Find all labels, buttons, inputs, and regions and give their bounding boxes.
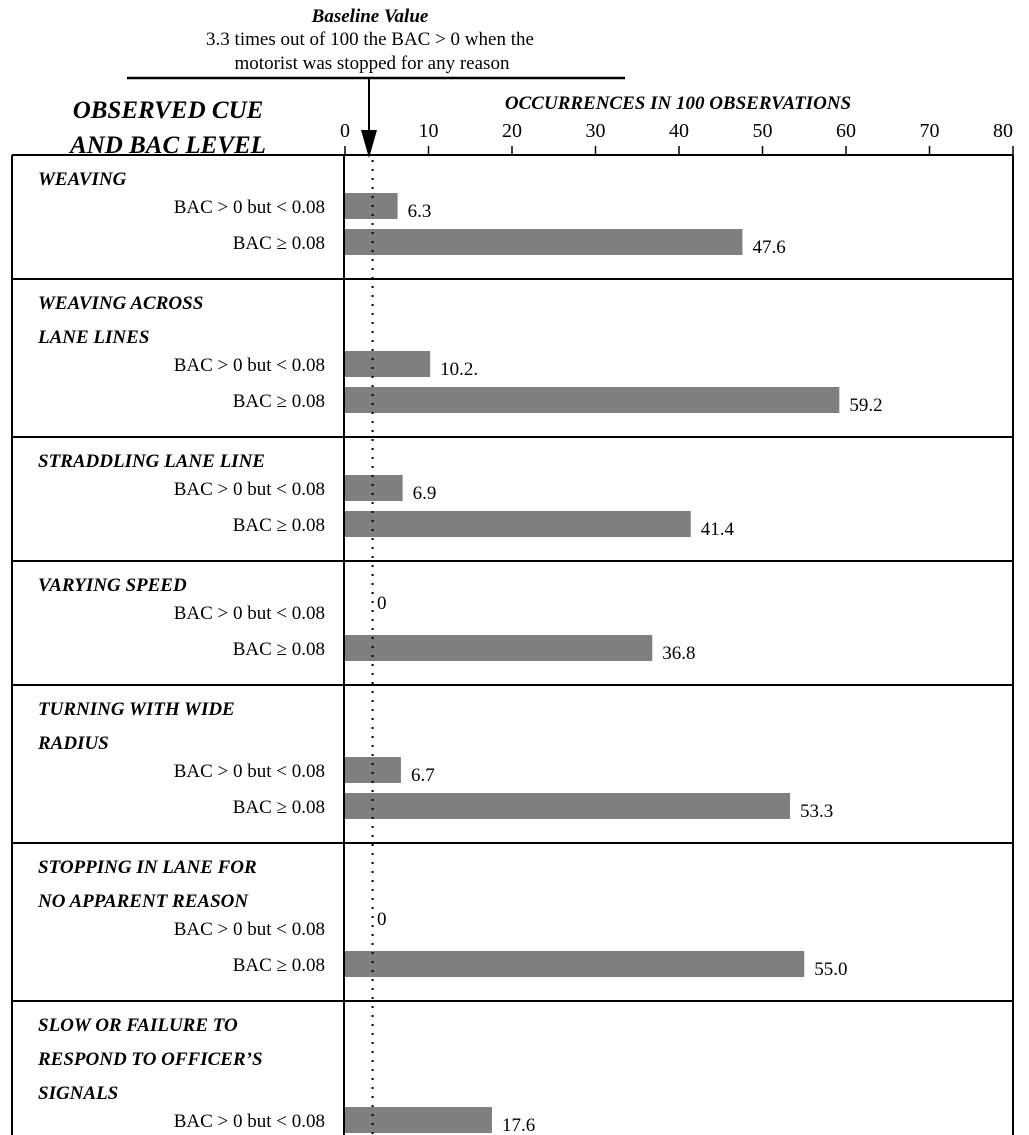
bac-level-label: BAC > 0 but < 0.08 [174, 355, 325, 376]
cue-title: LANE LINES [37, 327, 149, 348]
x-axis-title: OCCURRENCES IN 100 OBSERVATIONS [505, 93, 851, 114]
baseline-title: Baseline Value [311, 6, 429, 27]
bac-level-label: BAC > 0 but < 0.08 [174, 603, 325, 624]
bar-value-label: 6.7 [411, 765, 435, 786]
bar [345, 475, 403, 501]
bar-value-label: 6.9 [413, 483, 437, 504]
bac-level-label: BAC > 0 but < 0.08 [174, 761, 325, 782]
bar [345, 1107, 492, 1133]
baseline-desc-line2: motorist was stopped for any reason [235, 53, 510, 74]
bac-level-label: BAC ≥ 0.08 [233, 233, 325, 254]
bar [345, 351, 431, 377]
bar [345, 229, 743, 255]
x-tick-label: 40 [669, 120, 689, 142]
cue-title: WEAVING ACROSS [38, 293, 203, 314]
bar [345, 387, 840, 413]
x-axis-ticks: 0 10 20 30 40 50 60 70 80 [340, 120, 1014, 155]
cue-title: VARYING SPEED [38, 575, 187, 596]
bac-level-label: BAC ≥ 0.08 [233, 797, 325, 818]
x-tick-label: 20 [502, 120, 522, 142]
cue-group: WEAVING BAC > 0 but < 0.08 6.3 BAC ≥ 0.08 47… [12, 169, 1013, 280]
chart-frame [11, 154, 1014, 1135]
x-tick-label: 80 [993, 120, 1013, 142]
baseline-arrow-head [361, 130, 377, 158]
bar [345, 193, 398, 219]
x-tick-label: 50 [753, 120, 773, 142]
bar [345, 757, 401, 783]
cue-title: STOPPING IN LANE FOR [38, 857, 257, 878]
bar [345, 635, 653, 661]
cue-group: STRADDLING LANE LINE BAC > 0 but < 0.08 6.… [12, 451, 1013, 562]
x-tick-label: 30 [586, 120, 606, 142]
bar-value-label: 0 [377, 909, 387, 930]
bac-level-label: BAC ≥ 0.08 [233, 515, 325, 536]
x-tick-label: 60 [836, 120, 856, 142]
cue-title: STRADDLING LANE LINE [38, 451, 265, 472]
cue-group: SLOW OR FAILURE TO RESPOND TO OFFICER’S SI… [37, 1015, 535, 1135]
x-tick-label: 0 [340, 120, 350, 142]
baseline-desc-line1: 3.3 times out of 100 the BAC > 0 when th… [206, 29, 534, 50]
bac-level-label: BAC > 0 but < 0.08 [174, 479, 325, 500]
cue-title: SIGNALS [38, 1083, 118, 1104]
bac-level-label: BAC ≥ 0.08 [233, 391, 325, 412]
bar-value-label: 17.6 [502, 1115, 535, 1135]
cue-title: TURNING WITH WIDE [38, 699, 235, 720]
bar-value-label: 0 [377, 593, 387, 614]
bar [345, 951, 805, 977]
x-tick-label: 10 [419, 120, 439, 142]
bar-value-label: 55.0 [814, 959, 847, 980]
bac-level-label: BAC ≥ 0.08 [233, 955, 325, 976]
cue-groups: WEAVING BAC > 0 but < 0.08 6.3 BAC ≥ 0.08 47… [12, 169, 1013, 1135]
header-cue-line1: OBSERVED CUE [73, 97, 264, 124]
bar-value-label: 6.3 [408, 201, 432, 222]
cue-group: WEAVING ACROSS LANE LINES BAC > 0 but < 0.… [12, 293, 1013, 438]
bar-value-label: 53.3 [800, 801, 833, 822]
baseline-annotation: Baseline Value 3.3 times out of 100 the … [127, 6, 625, 158]
bac-level-label: BAC > 0 but < 0.08 [174, 197, 325, 218]
x-tick-label: 70 [920, 120, 940, 142]
bar-value-label: 10.2. [440, 359, 478, 380]
bar-value-label: 36.8 [662, 643, 695, 664]
cue-group: TURNING WITH WIDE RADIUS BAC > 0 but < 0.0… [12, 699, 1013, 844]
cue-title: SLOW OR FAILURE TO [38, 1015, 238, 1036]
cue-title: NO APPARENT REASON [37, 891, 249, 912]
bar-value-label: 41.4 [701, 519, 735, 540]
bac-level-label: BAC > 0 but < 0.08 [174, 919, 325, 940]
cue-title: RESPOND TO OFFICER’S [37, 1049, 263, 1070]
bac-level-label: BAC ≥ 0.08 [233, 639, 325, 660]
bar-value-label: 47.6 [752, 237, 785, 258]
bar-value-label: 59.2 [849, 395, 882, 416]
bar [345, 511, 691, 537]
cue-group: STOPPING IN LANE FOR NO APPARENT REASON BA… [12, 857, 1013, 1002]
cue-title: WEAVING [38, 169, 127, 190]
bac-level-label: BAC > 0 but < 0.08 [174, 1111, 325, 1132]
bar [345, 793, 791, 819]
cue-group: VARYING SPEED BAC > 0 but < 0.08 0 BAC ≥ 0.… [12, 575, 1013, 686]
cue-title: RADIUS [37, 733, 109, 754]
